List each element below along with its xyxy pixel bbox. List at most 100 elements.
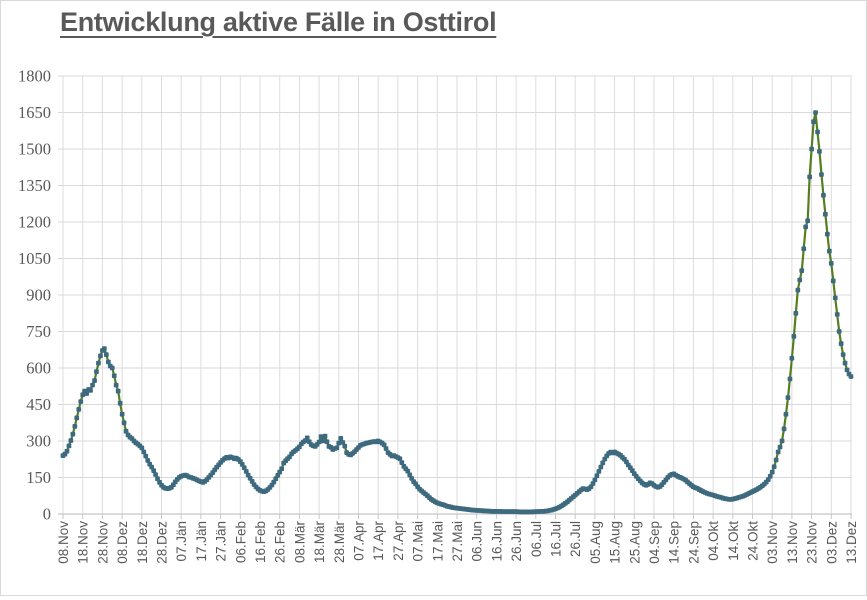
data-point-marker: [777, 444, 783, 450]
y-tick-label: 1350: [18, 176, 51, 195]
data-point-marker: [78, 399, 84, 404]
data-point-marker: [72, 424, 78, 429]
data-point-marker: [807, 174, 812, 180]
x-tick-label: 16.Jun: [489, 521, 504, 562]
data-point-marker: [596, 469, 602, 474]
data-point-marker: [813, 110, 818, 115]
data-point-marker: [811, 119, 816, 125]
y-tick-label: 0: [43, 505, 51, 524]
data-point-marker: [803, 224, 808, 230]
data-point-marker: [141, 449, 147, 455]
data-point-marker: [145, 458, 151, 463]
x-tick-label: 28.Mär: [332, 521, 347, 564]
chart-title: Entwicklung aktive Fälle in Osttirol: [60, 7, 497, 37]
data-point-marker: [70, 431, 76, 437]
data-point-marker: [143, 453, 149, 459]
y-tick-label: 900: [26, 286, 51, 305]
x-tick-label: 28.Nov: [95, 521, 110, 564]
data-point-marker: [797, 277, 803, 283]
data-point-marker: [316, 439, 322, 445]
data-point-marker: [139, 445, 145, 451]
x-tick-label: 23.Nov: [805, 521, 820, 564]
x-tick-label: 13.Dez: [844, 521, 859, 564]
x-tick-label: 08.Dez: [115, 521, 130, 564]
x-tick-label: 26.Feb: [273, 521, 288, 563]
data-point-marker: [121, 420, 127, 426]
y-tick-label: 1650: [18, 103, 51, 122]
data-point-marker: [92, 378, 97, 383]
data-point-marker: [801, 246, 807, 252]
data-point-marker: [805, 218, 810, 224]
x-tick-label: 18.Nov: [76, 521, 91, 564]
data-point-marker: [594, 473, 600, 479]
data-point-marker: [102, 346, 107, 351]
data-point-marker: [600, 460, 606, 466]
data-point-marker: [322, 433, 328, 439]
data-point-marker: [821, 192, 826, 198]
data-point-marker: [279, 466, 284, 472]
data-point-marker: [407, 472, 413, 478]
x-tick-label: 04.Sep: [647, 521, 662, 564]
y-tick-label: 450: [26, 395, 51, 414]
data-point-marker: [340, 440, 346, 445]
data-point-marker: [819, 172, 824, 177]
data-point-marker: [789, 355, 795, 361]
data-point-marker: [149, 464, 154, 470]
data-point-marker: [830, 278, 836, 284]
data-point-marker: [98, 353, 103, 359]
x-tick-label: 06.Feb: [233, 521, 248, 563]
x-tick-label: 18.Dez: [135, 521, 150, 564]
data-point-marker: [381, 442, 387, 448]
x-tick-label: 07.Mai: [411, 521, 426, 562]
data-point-marker: [785, 395, 791, 400]
x-tick-label: 24.Okt: [746, 521, 761, 561]
data-point-marker: [68, 438, 74, 443]
data-point-marker: [598, 464, 604, 470]
data-point-marker: [153, 472, 158, 477]
x-tick-label: 27.Jän: [214, 521, 229, 562]
data-point-marker: [115, 388, 121, 394]
data-point-marker: [117, 400, 123, 406]
data-point-marker: [64, 448, 70, 454]
data-point-marker: [791, 334, 797, 339]
x-tick-label: 16.Feb: [253, 521, 268, 563]
data-point-marker: [324, 439, 330, 445]
data-point-marker: [405, 468, 411, 474]
x-tick-label: 16.Jul: [549, 521, 564, 557]
data-point-marker: [151, 468, 156, 473]
data-point-marker: [590, 481, 596, 486]
x-tick-label: 27.Mai: [450, 521, 465, 562]
x-tick-label: 08.Mär: [292, 521, 307, 564]
data-point-marker: [104, 352, 109, 357]
data-point-marker: [815, 129, 820, 135]
data-point-marker: [827, 248, 832, 254]
x-tick-label: 14.Okt: [726, 521, 741, 561]
x-tick-label: 18.Mär: [312, 521, 327, 564]
data-point-marker: [773, 457, 779, 463]
x-tick-label: 15.Aug: [608, 521, 623, 564]
data-point-marker: [793, 310, 799, 316]
data-point-marker: [74, 415, 80, 421]
data-point-marker: [318, 434, 324, 439]
data-point-marker: [336, 440, 342, 446]
data-point-marker: [66, 443, 72, 449]
y-tick-label: 150: [26, 468, 51, 487]
x-tick-label: 13.Nov: [785, 521, 800, 564]
data-point-marker: [787, 376, 793, 382]
x-tick-label: 17.Mai: [430, 521, 445, 562]
data-point-marker: [809, 146, 814, 152]
x-tick-label: 17.Apr: [371, 521, 386, 561]
data-point-marker: [383, 446, 389, 451]
x-tick-label: 26.Jul: [568, 521, 583, 557]
data-point-marker: [825, 231, 830, 237]
data-point-marker: [399, 460, 405, 465]
data-point-marker: [799, 268, 805, 273]
data-point-marker: [779, 438, 785, 444]
data-point-marker: [94, 369, 99, 374]
data-point-marker: [320, 438, 326, 444]
data-point-marker: [88, 388, 93, 393]
data-point-marker: [817, 149, 822, 154]
x-tick-label: 06.Jul: [529, 521, 544, 557]
